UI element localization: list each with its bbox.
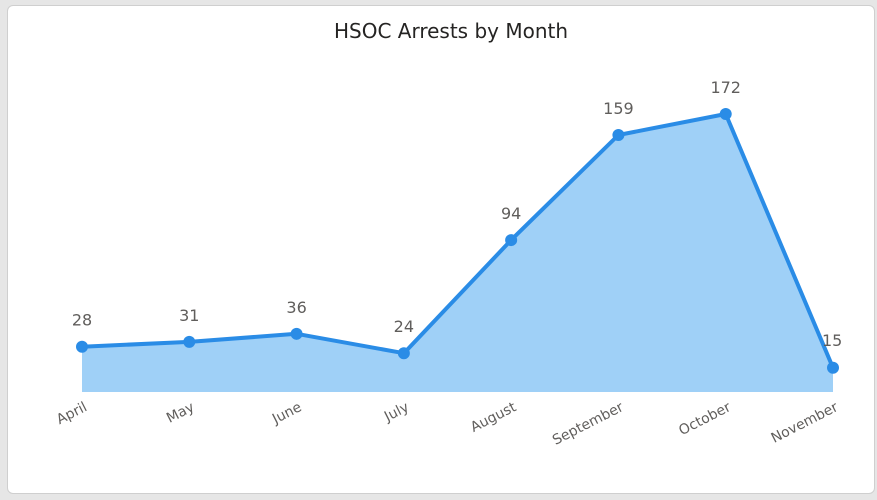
data-point-may: [183, 335, 196, 348]
data-point-june: [290, 327, 303, 340]
series-line: [80, 112, 835, 370]
data-point-september: [612, 129, 625, 142]
x-tick-label-april: April: [54, 399, 90, 428]
data-point-august: [505, 234, 518, 247]
x-tick-label-august: August: [468, 399, 519, 436]
data-point-october: [719, 108, 732, 120]
data-label-july: 24: [394, 317, 414, 336]
data-label-october: 172: [710, 78, 741, 97]
x-tick-label-may: May: [164, 399, 197, 426]
x-tick-label-september: September: [550, 399, 626, 448]
x-tick-label-june: June: [269, 399, 304, 428]
data-point-november: [827, 361, 839, 374]
data-label-september: 159: [603, 99, 634, 118]
chart-title: HSOC Arrests by Month: [334, 19, 568, 43]
data-label-august: 94: [501, 204, 521, 223]
data-label-april: 28: [72, 311, 92, 330]
x-tick-label-july: July: [381, 399, 412, 425]
data-label-november: 15: [822, 331, 842, 350]
data-point-april: [76, 340, 88, 353]
plot-area: 28 April 31 May 36 June 24 July 94 August 159 Septe…: [54, 78, 842, 449]
data-label-may: 31: [179, 306, 199, 325]
data-point-july: [397, 347, 410, 360]
data-label-june: 36: [286, 298, 306, 317]
series-area: [82, 114, 833, 392]
x-tick-label-october: October: [676, 399, 733, 439]
x-tick-label-november: November: [769, 399, 841, 446]
